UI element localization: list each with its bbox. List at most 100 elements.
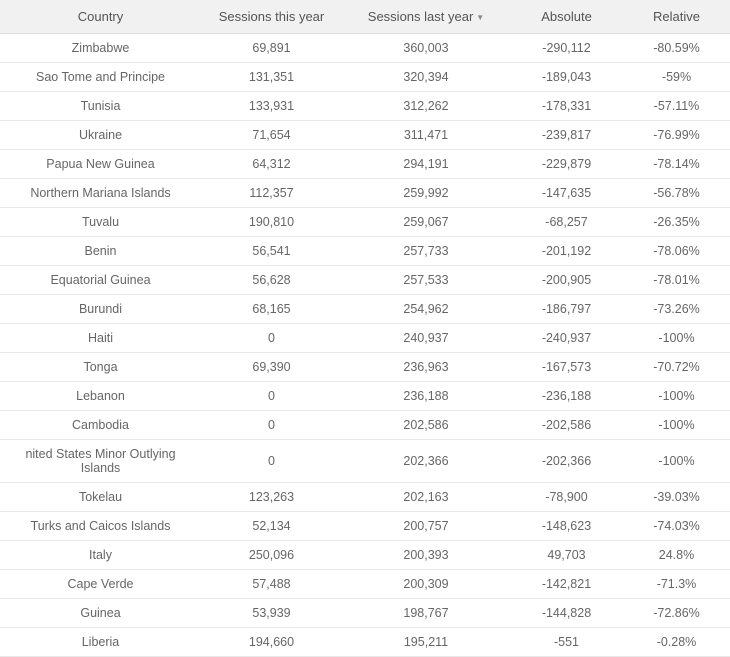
table-body: Zimbabwe69,891360,003-290,112-80.59%Sao … (0, 34, 730, 657)
cell-absolute: -178,331 (510, 92, 623, 121)
cell-country: Sao Tome and Principe (0, 63, 201, 92)
cell-absolute: -189,043 (510, 63, 623, 92)
cell-absolute: -68,257 (510, 208, 623, 237)
table-row[interactable]: Lebanon0236,188-236,188-100% (0, 382, 730, 411)
cell-relative: -71.3% (623, 570, 730, 599)
cell-sessions-last-year: 259,992 (342, 179, 510, 208)
cell-sessions-this-year: 56,541 (201, 237, 342, 266)
cell-sessions-last-year: 195,211 (342, 628, 510, 657)
cell-relative: -70.72% (623, 353, 730, 382)
table-row[interactable]: Ukraine71,654311,471-239,817-76.99% (0, 121, 730, 150)
column-header-sessions-this-year[interactable]: Sessions this year (201, 0, 342, 34)
cell-relative: -72.86% (623, 599, 730, 628)
cell-absolute: -200,905 (510, 266, 623, 295)
cell-sessions-this-year: 68,165 (201, 295, 342, 324)
cell-absolute: -240,937 (510, 324, 623, 353)
cell-sessions-this-year: 69,390 (201, 353, 342, 382)
cell-country: Tonga (0, 353, 201, 382)
cell-relative: -78.14% (623, 150, 730, 179)
cell-country: Turks and Caicos Islands (0, 512, 201, 541)
cell-absolute: -144,828 (510, 599, 623, 628)
cell-sessions-last-year: 320,394 (342, 63, 510, 92)
cell-absolute: 49,703 (510, 541, 623, 570)
cell-absolute: -202,366 (510, 440, 623, 483)
table-row[interactable]: Northern Mariana Islands112,357259,992-1… (0, 179, 730, 208)
column-header-label: Absolute (541, 9, 592, 24)
cell-country: Guinea (0, 599, 201, 628)
cell-absolute: -148,623 (510, 512, 623, 541)
cell-relative: -74.03% (623, 512, 730, 541)
cell-relative: -73.26% (623, 295, 730, 324)
table-row[interactable]: Equatorial Guinea56,628257,533-200,905-7… (0, 266, 730, 295)
table-row[interactable]: Benin56,541257,733-201,192-78.06% (0, 237, 730, 266)
cell-country: Lebanon (0, 382, 201, 411)
cell-absolute: -229,879 (510, 150, 623, 179)
column-header-sessions-last-year[interactable]: Sessions last year▼ (342, 0, 510, 34)
cell-sessions-this-year: 71,654 (201, 121, 342, 150)
cell-relative: -0.28% (623, 628, 730, 657)
table-row[interactable]: Tokelau123,263202,163-78,900-39.03% (0, 483, 730, 512)
table-row[interactable]: Papua New Guinea64,312294,191-229,879-78… (0, 150, 730, 179)
cell-relative: -57.11% (623, 92, 730, 121)
table-row[interactable]: Cambodia0202,586-202,586-100% (0, 411, 730, 440)
cell-sessions-last-year: 200,757 (342, 512, 510, 541)
table-row[interactable]: Haiti0240,937-240,937-100% (0, 324, 730, 353)
cell-absolute: -78,900 (510, 483, 623, 512)
cell-sessions-this-year: 64,312 (201, 150, 342, 179)
cell-sessions-this-year: 190,810 (201, 208, 342, 237)
cell-sessions-this-year: 69,891 (201, 34, 342, 63)
cell-sessions-last-year: 202,163 (342, 483, 510, 512)
cell-country: Haiti (0, 324, 201, 353)
cell-country: Tuvalu (0, 208, 201, 237)
column-header-label: Country (78, 9, 124, 24)
cell-relative: -26.35% (623, 208, 730, 237)
cell-sessions-last-year: 312,262 (342, 92, 510, 121)
cell-relative: 24.8% (623, 541, 730, 570)
cell-country: Liberia (0, 628, 201, 657)
cell-relative: -100% (623, 440, 730, 483)
table-row[interactable]: Tuvalu190,810259,067-68,257-26.35% (0, 208, 730, 237)
cell-relative: -59% (623, 63, 730, 92)
table-row[interactable]: Sao Tome and Principe131,351320,394-189,… (0, 63, 730, 92)
cell-country: Papua New Guinea (0, 150, 201, 179)
cell-sessions-last-year: 254,962 (342, 295, 510, 324)
cell-sessions-this-year: 131,351 (201, 63, 342, 92)
cell-absolute: -147,635 (510, 179, 623, 208)
cell-sessions-last-year: 257,533 (342, 266, 510, 295)
column-header-country[interactable]: Country (0, 0, 201, 34)
cell-sessions-this-year: 0 (201, 411, 342, 440)
cell-absolute: -167,573 (510, 353, 623, 382)
table-row[interactable]: Burundi68,165254,962-186,797-73.26% (0, 295, 730, 324)
cell-sessions-last-year: 200,309 (342, 570, 510, 599)
table-row[interactable]: Liberia194,660195,211-551-0.28% (0, 628, 730, 657)
sort-desc-icon: ▼ (476, 13, 484, 22)
cell-country: Cambodia (0, 411, 201, 440)
cell-country: Tokelau (0, 483, 201, 512)
sessions-table: Country Sessions this yearSessions last y… (0, 0, 730, 657)
cell-sessions-last-year: 202,366 (342, 440, 510, 483)
table-row[interactable]: Tonga69,390236,963-167,573-70.72% (0, 353, 730, 382)
table-row[interactable]: Tunisia133,931312,262-178,331-57.11% (0, 92, 730, 121)
column-header-relative[interactable]: Relative (623, 0, 730, 34)
table-row[interactable]: Zimbabwe69,891360,003-290,112-80.59% (0, 34, 730, 63)
table-row[interactable]: Cape Verde57,488200,309-142,821-71.3% (0, 570, 730, 599)
table-row[interactable]: Turks and Caicos Islands52,134200,757-14… (0, 512, 730, 541)
cell-country: Cape Verde (0, 570, 201, 599)
cell-relative: -78.01% (623, 266, 730, 295)
cell-sessions-last-year: 198,767 (342, 599, 510, 628)
cell-country: Zimbabwe (0, 34, 201, 63)
cell-sessions-last-year: 294,191 (342, 150, 510, 179)
table-row[interactable]: nited States Minor Outlying Islands0202,… (0, 440, 730, 483)
cell-country: Equatorial Guinea (0, 266, 201, 295)
cell-sessions-this-year: 0 (201, 440, 342, 483)
table-row[interactable]: Guinea53,939198,767-144,828-72.86% (0, 599, 730, 628)
column-header-absolute[interactable]: Absolute (510, 0, 623, 34)
cell-sessions-this-year: 112,357 (201, 179, 342, 208)
cell-sessions-this-year: 57,488 (201, 570, 342, 599)
cell-relative: -39.03% (623, 483, 730, 512)
table-row[interactable]: Italy250,096200,39349,70324.8% (0, 541, 730, 570)
cell-country: Northern Mariana Islands (0, 179, 201, 208)
cell-sessions-last-year: 236,963 (342, 353, 510, 382)
cell-sessions-last-year: 236,188 (342, 382, 510, 411)
cell-absolute: -290,112 (510, 34, 623, 63)
